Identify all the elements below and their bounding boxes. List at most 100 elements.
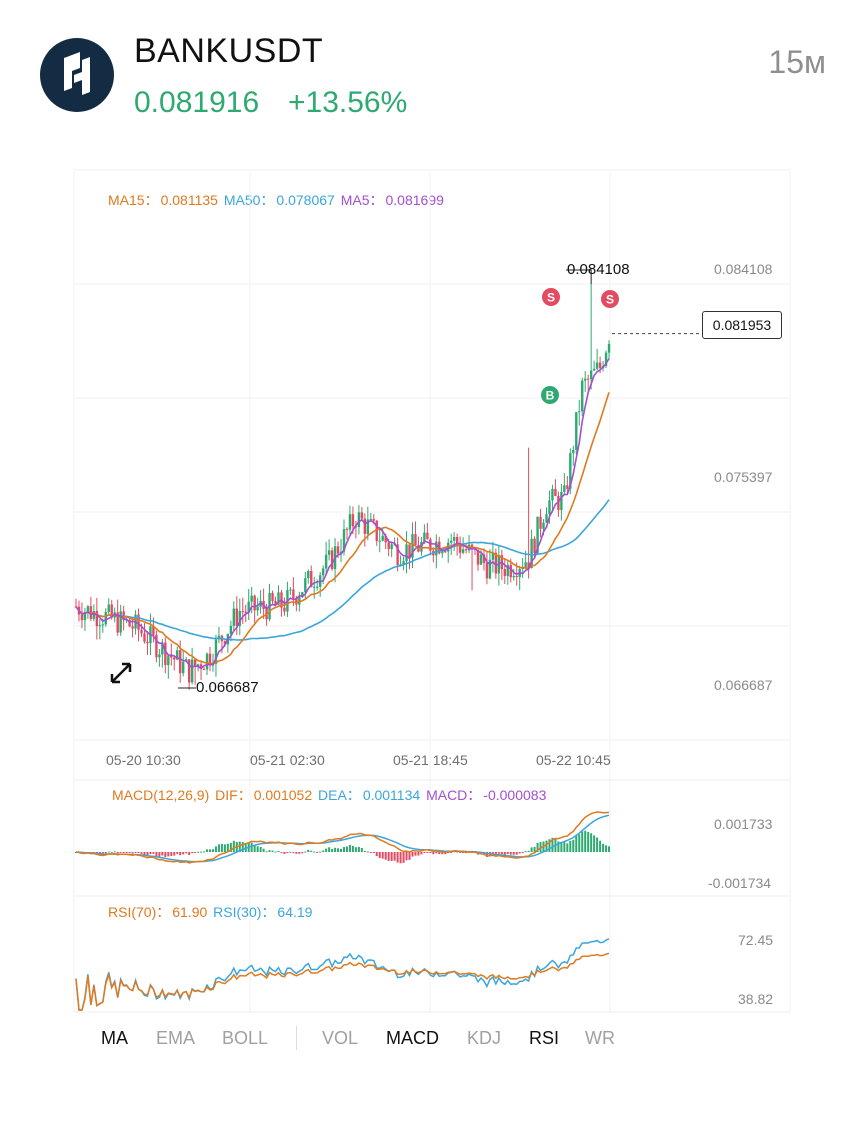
tab-macd[interactable]: MACD — [386, 1028, 439, 1048]
candle-body — [271, 592, 274, 602]
macd-bar — [340, 848, 343, 852]
macd-bar — [441, 852, 444, 855]
macd-bar — [432, 852, 435, 855]
candle-body — [607, 344, 611, 353]
high-annotation: 0.084108 — [567, 261, 630, 278]
macd-bar — [348, 844, 351, 852]
macd-bar — [512, 852, 515, 855]
macd-bar — [539, 842, 542, 852]
tab-vol[interactable]: VOL — [322, 1028, 359, 1048]
candle-body — [426, 532, 429, 540]
macd-bar — [128, 852, 131, 853]
macd-bar — [214, 846, 217, 852]
macd-bar — [149, 852, 152, 855]
candle-body — [187, 659, 191, 683]
candle-body — [387, 542, 390, 550]
macd-bar — [167, 852, 170, 857]
candle-body — [158, 654, 161, 658]
rsi70-line — [75, 952, 610, 1011]
candle-body — [390, 544, 393, 550]
candle-body — [238, 611, 241, 626]
tab-ema[interactable]: EMA — [156, 1028, 196, 1048]
candle-body — [110, 604, 113, 618]
macd-bar — [182, 852, 185, 855]
candle-body — [324, 554, 328, 569]
candle-body — [476, 549, 480, 565]
macd-bar — [268, 850, 271, 852]
sell-marker-1-text: S — [547, 291, 555, 305]
macd-bar — [107, 851, 110, 853]
macd-bar — [343, 847, 345, 852]
macd-bar — [262, 848, 265, 852]
candle-body — [414, 534, 417, 546]
tab-ma[interactable]: MA — [101, 1028, 128, 1048]
candle-body — [503, 569, 506, 577]
ma-legend: MA15： 0.081135 MA50： 0.078067 MA5： 0.081699 — [108, 190, 446, 210]
macd-bar — [602, 843, 605, 852]
macd-bar — [217, 844, 220, 852]
candle-body — [250, 595, 253, 602]
candle-body — [455, 537, 459, 545]
candle-body — [92, 610, 96, 619]
macd-bar — [185, 852, 188, 854]
macd-bar — [491, 852, 494, 855]
macd-bar — [113, 851, 116, 853]
candle-body — [313, 586, 316, 588]
candle-body — [524, 562, 527, 568]
sell-marker-2: S — [601, 290, 619, 308]
candle-body — [452, 537, 456, 541]
macd-bar — [545, 840, 548, 852]
candle-body — [575, 412, 578, 450]
candle-body — [488, 559, 492, 579]
candle-body — [509, 564, 512, 578]
macd-bar — [271, 850, 274, 852]
macd-bar — [375, 852, 378, 857]
macd-bar — [408, 852, 411, 860]
macd-bar — [265, 851, 268, 853]
macd-bar — [223, 844, 226, 852]
candle-body — [137, 614, 140, 630]
candle-body — [560, 491, 563, 511]
candle-body — [554, 488, 557, 496]
tab-rsi[interactable]: RSI — [529, 1028, 560, 1048]
macd-bar — [384, 852, 387, 860]
macd-bar — [161, 852, 164, 856]
expand-icon[interactable] — [108, 660, 134, 686]
macd-bar — [378, 852, 381, 858]
macd-bar — [608, 846, 611, 852]
candle-body — [253, 595, 256, 611]
candle-body — [283, 607, 286, 612]
candle-body — [336, 546, 340, 554]
macd-bar — [581, 831, 584, 852]
candle-body — [557, 495, 560, 511]
rsi70-value: 61.90 — [172, 904, 208, 920]
rsi30-line — [75, 938, 610, 1011]
macd-bar — [494, 852, 497, 856]
tab-boll[interactable]: BOLL — [222, 1028, 269, 1048]
candle-body — [155, 634, 158, 658]
macd-bar — [569, 840, 572, 852]
candle-body — [381, 535, 384, 541]
ma15-line — [75, 392, 610, 665]
tab-kdj[interactable]: KDJ — [467, 1028, 502, 1048]
last-price: 0.081916 — [134, 86, 260, 119]
macd-bar — [116, 852, 119, 854]
interval-selector[interactable]: 15м — [768, 44, 826, 80]
candle-body — [241, 611, 244, 613]
candle-body — [256, 606, 259, 611]
candle-body — [289, 589, 292, 591]
tab-wr[interactable]: WR — [585, 1028, 615, 1048]
candle-body — [208, 653, 212, 666]
candle-body — [542, 522, 545, 529]
candle-body — [179, 650, 182, 674]
macd-bar — [363, 850, 366, 852]
macd-bar — [313, 851, 316, 853]
macd-bar — [286, 852, 289, 853]
macd-bar — [518, 852, 521, 854]
indicator-tabs: MA EMA BOLL VOL MACD KDJ RSI WR — [74, 1022, 790, 1058]
macd-bar — [605, 845, 608, 852]
macd-bar — [587, 831, 590, 852]
macd-bar — [307, 849, 310, 852]
macd-bar — [435, 852, 438, 854]
